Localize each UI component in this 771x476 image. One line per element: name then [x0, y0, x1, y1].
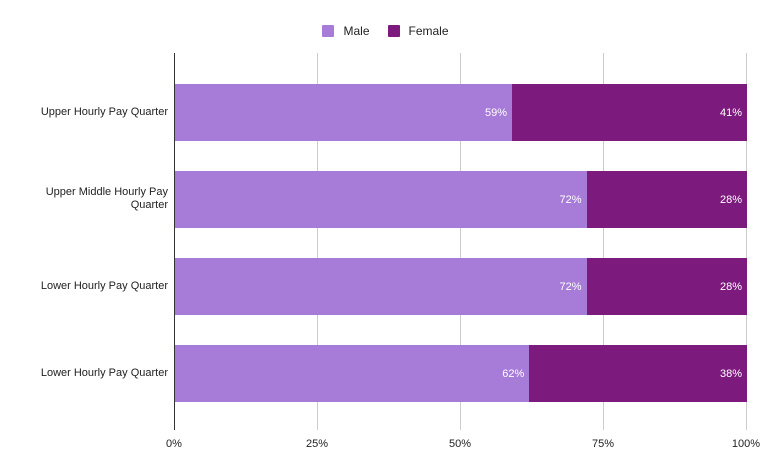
bar-segment-female[interactable]: 28% — [586, 258, 747, 315]
bar-segment-female[interactable]: 41% — [512, 84, 747, 141]
legend-item-male[interactable]: Male — [322, 24, 370, 38]
bar-segment-male[interactable]: 72% — [174, 171, 587, 228]
x-tick-label: 0% — [166, 438, 182, 450]
x-tick-label: 100% — [731, 438, 761, 450]
data-label-male: 62% — [502, 367, 525, 380]
bar-segment-male[interactable]: 72% — [174, 258, 587, 315]
bar-segment-male[interactable]: 59% — [174, 84, 513, 141]
legend-label-male: Male — [343, 24, 370, 38]
bar-segment-female[interactable]: 28% — [586, 171, 747, 228]
category-label: Lower Hourly Pay Quarter — [40, 280, 168, 292]
data-label-female: 28% — [719, 193, 742, 206]
bar-segment-female[interactable]: 38% — [529, 345, 747, 402]
legend-swatch-female — [387, 25, 400, 37]
bar-row: 59% 41% — [174, 84, 747, 141]
bar-row: 72% 28% — [174, 258, 747, 315]
category-label: Upper Middle Hourly Pay Quarter — [45, 186, 168, 211]
y-axis-line — [174, 53, 175, 430]
x-tick-label: 75% — [591, 438, 615, 450]
bar-row: 62% 38% — [174, 345, 747, 402]
category-label: Lower Hourly Pay Quarter — [40, 367, 168, 379]
bar-segment-male[interactable]: 62% — [174, 345, 530, 402]
legend-item-female[interactable]: Female — [387, 24, 449, 38]
plot-area: 59% 41% 72% 28% 72% 28% 62% 38% — [174, 53, 747, 430]
x-tick-label: 25% — [305, 438, 329, 450]
x-tick-label: 50% — [448, 438, 472, 450]
gridline-25 — [317, 53, 318, 430]
data-label-male: 72% — [559, 193, 582, 206]
gridline-50 — [460, 53, 461, 430]
data-label-male: 59% — [485, 106, 508, 119]
data-label-female: 28% — [719, 280, 742, 293]
legend-swatch-male — [322, 25, 335, 37]
gridline-75 — [603, 53, 604, 430]
data-label-female: 38% — [719, 367, 742, 380]
data-label-male: 72% — [559, 280, 582, 293]
legend-label-female: Female — [408, 24, 449, 38]
data-label-female: 41% — [719, 106, 742, 119]
legend: Male Female — [0, 22, 771, 40]
gridline-100 — [746, 53, 747, 430]
category-label: Upper Hourly Pay Quarter — [40, 106, 168, 118]
bar-row: 72% 28% — [174, 171, 747, 228]
